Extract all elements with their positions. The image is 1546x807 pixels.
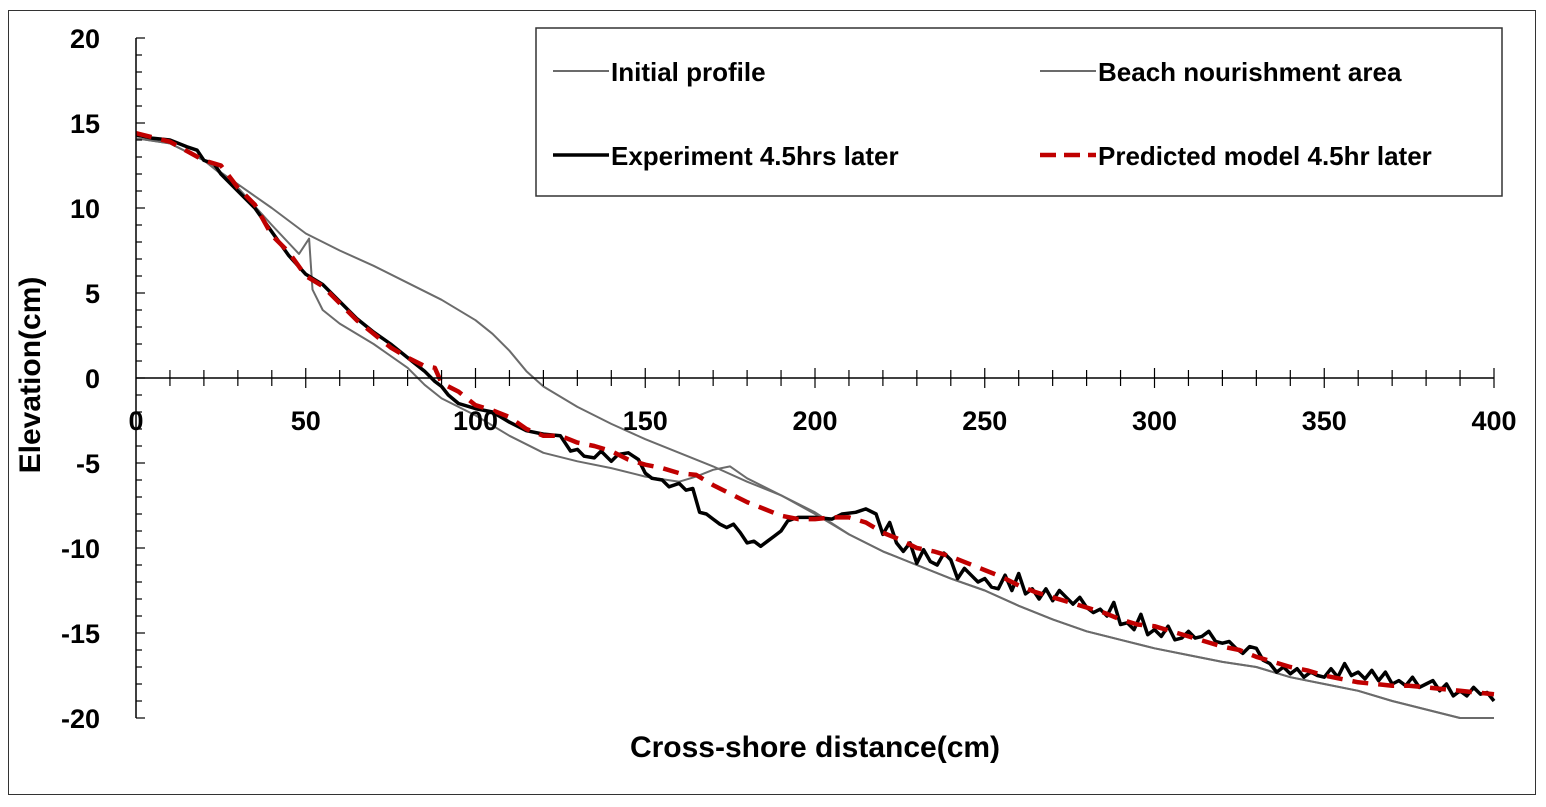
x-tick-label: 250	[962, 406, 1007, 436]
series-line-4	[135, 131, 1495, 697]
legend-label: Initial profile	[611, 57, 766, 87]
y-tick-label: -5	[76, 449, 100, 479]
y-tick-label: 15	[70, 109, 100, 139]
x-tick-label: 50	[291, 406, 321, 436]
x-tick-label: 300	[1132, 406, 1177, 436]
legend-label: Beach nourishment area	[1098, 57, 1402, 87]
legend-box	[535, 27, 1503, 197]
legend: Initial profile Beach nourishment area Exp…	[535, 27, 1503, 197]
y-tick-label: -20	[61, 704, 100, 734]
y-tick-label: -15	[61, 619, 100, 649]
y-tick-label: -10	[61, 534, 100, 564]
series-line-2	[135, 137, 1494, 719]
x-tick-label: 150	[623, 406, 668, 436]
x-tick-label: 350	[1302, 406, 1347, 436]
x-tick-label: 100	[453, 406, 498, 436]
x-axis-label: Cross-shore distance(cm)	[630, 731, 1000, 764]
x-tick-label: 400	[1471, 406, 1516, 436]
y-tick-label: 0	[85, 364, 100, 394]
y-axis-label: Elevation(cm)	[14, 277, 47, 474]
plot-lines	[135, 131, 1496, 719]
y-tick-label: 20	[70, 24, 100, 54]
legend-label: Experiment 4.5hrs later	[611, 141, 899, 171]
y-tick-label: 5	[85, 279, 100, 309]
y-tick-label: 10	[70, 194, 100, 224]
x-tick-label: 0	[128, 406, 143, 436]
legend-label: Predicted model 4.5hr later	[1098, 141, 1432, 171]
x-tick-label: 200	[792, 406, 837, 436]
chart-frame	[8, 10, 1536, 795]
